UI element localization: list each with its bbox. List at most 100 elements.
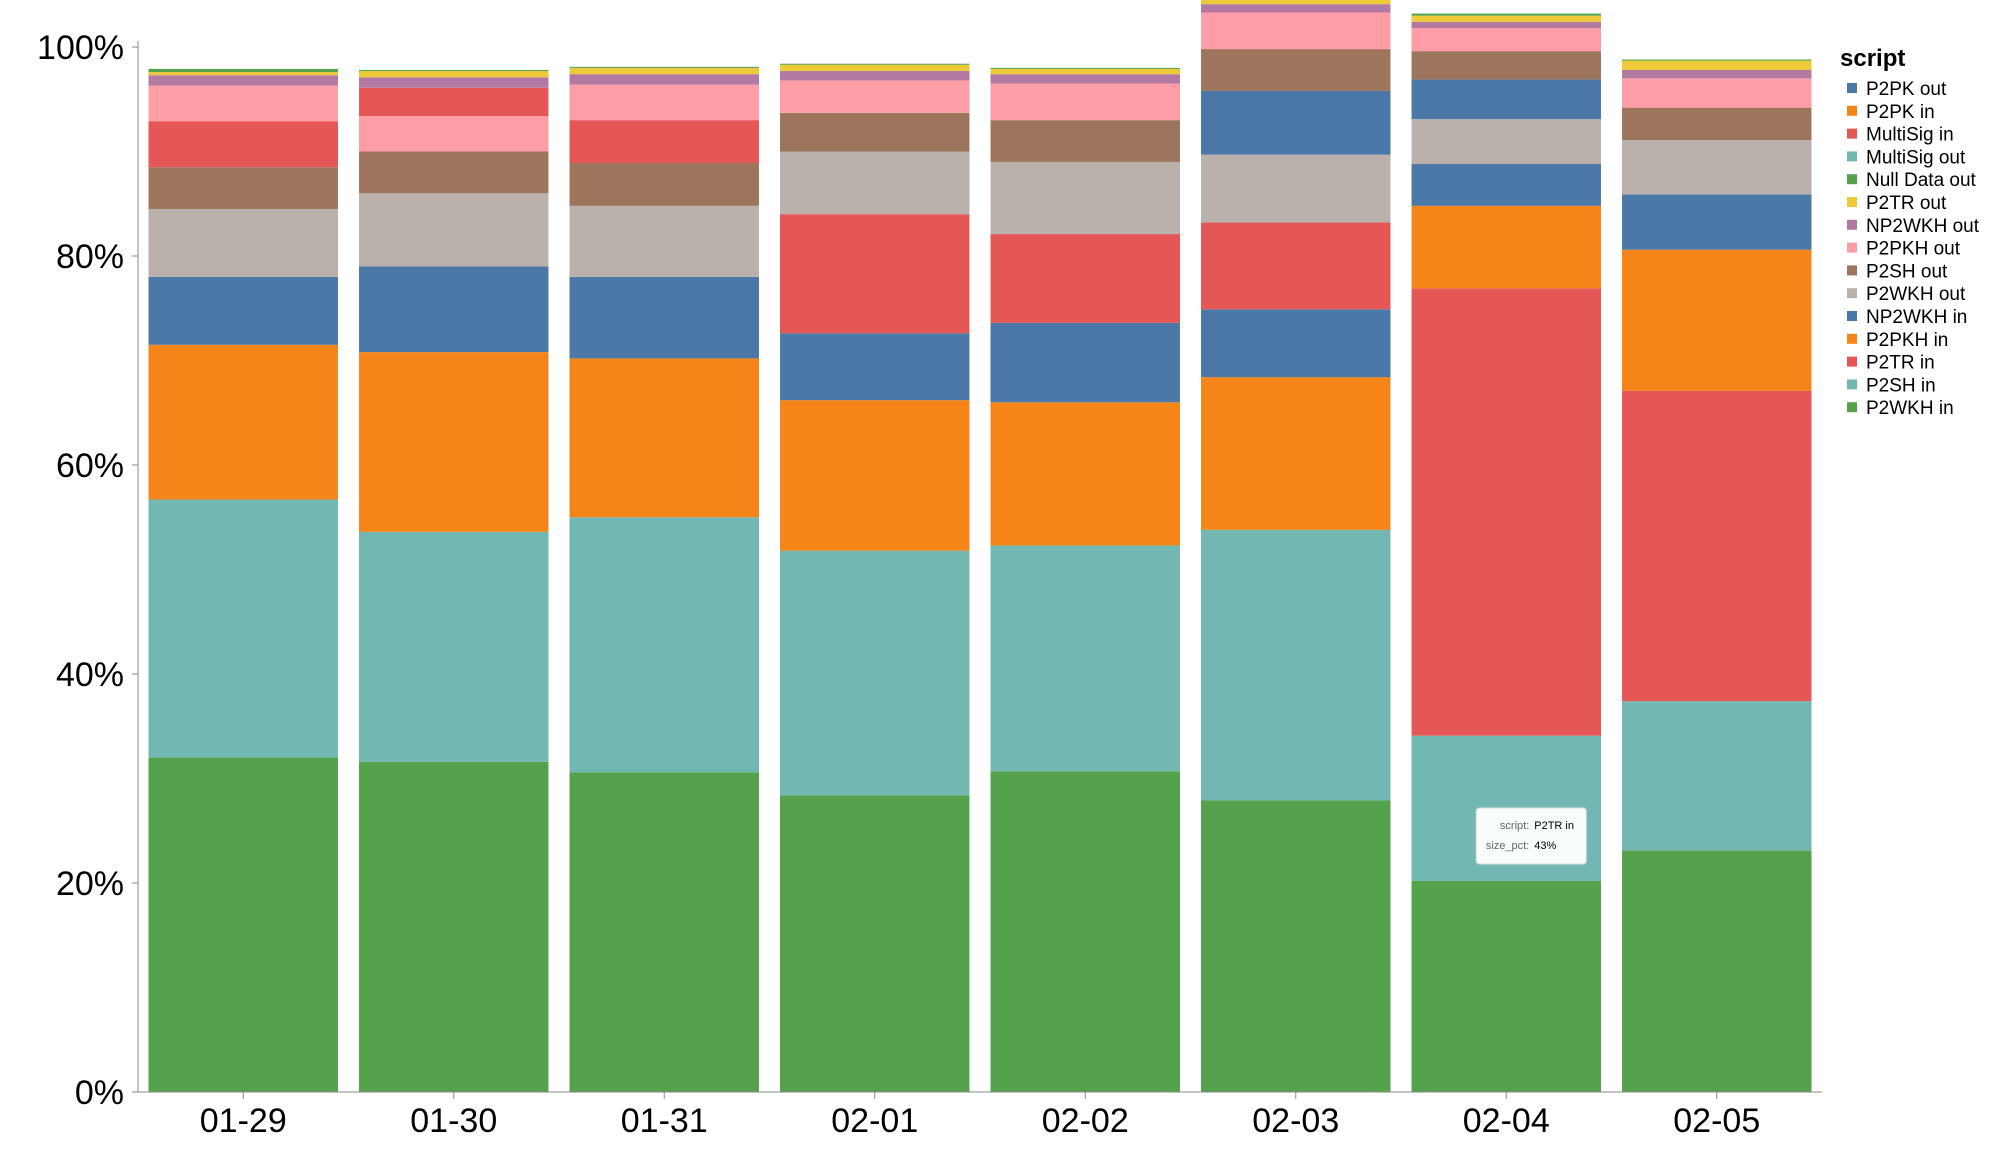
legend-label[interactable]: P2SH out: [1866, 261, 1948, 282]
bar-segment[interactable]: [780, 64, 970, 72]
bar-segment[interactable]: [1201, 0, 1391, 5]
legend-label[interactable]: P2SH in: [1866, 375, 1936, 396]
bar-segment[interactable]: [359, 761, 549, 1092]
bar-segment[interactable]: [569, 120, 759, 163]
bar-segment[interactable]: [780, 400, 970, 551]
bar-segment[interactable]: [990, 83, 1180, 121]
legend-label[interactable]: P2PKH in: [1866, 330, 1948, 351]
bar-segment[interactable]: [148, 85, 338, 122]
bar-segment[interactable]: [359, 115, 549, 152]
bar-segment[interactable]: [990, 545, 1180, 772]
bar-segment[interactable]: [359, 71, 549, 78]
bar-segment[interactable]: [569, 772, 759, 1092]
bar-segment[interactable]: [569, 66, 759, 68]
legend-label[interactable]: P2PK in: [1866, 102, 1935, 123]
bar-segment[interactable]: [1411, 28, 1601, 52]
bar-segment[interactable]: [780, 550, 970, 796]
bar-segment[interactable]: [990, 234, 1180, 323]
bar-segment[interactable]: [780, 80, 970, 113]
bar-segment[interactable]: [359, 77, 549, 88]
bar-segment[interactable]: [990, 120, 1180, 162]
legend-label[interactable]: MultiSig in: [1866, 125, 1954, 146]
bar-segment[interactable]: [148, 121, 338, 168]
bar-segment[interactable]: [1201, 309, 1391, 378]
bar-segment[interactable]: [569, 84, 759, 121]
bar-segment[interactable]: [1201, 4, 1391, 13]
bar-segment[interactable]: [780, 112, 970, 152]
bar-segment[interactable]: [1201, 377, 1391, 530]
bar-segment[interactable]: [148, 72, 338, 76]
bar-segment[interactable]: [569, 74, 759, 85]
bar-segment[interactable]: [1201, 90, 1391, 155]
bar-segment[interactable]: [148, 276, 338, 345]
bar-segment[interactable]: [780, 214, 970, 334]
bar-segment[interactable]: [1622, 60, 1812, 70]
legend-label[interactable]: P2PKH out: [1866, 239, 1961, 260]
bar-segment[interactable]: [1622, 107, 1812, 141]
bar-segment[interactable]: [1622, 390, 1812, 702]
bar-segment[interactable]: [1411, 164, 1601, 206]
bar-segment[interactable]: [990, 68, 1180, 75]
bar-segment[interactable]: [1411, 880, 1601, 1092]
bar-segment[interactable]: [1201, 49, 1391, 91]
bar-segment[interactable]: [990, 771, 1180, 1092]
bar-segment[interactable]: [1411, 79, 1601, 120]
bar-segment[interactable]: [569, 358, 759, 518]
bar-segment[interactable]: [780, 795, 970, 1092]
bar-segment[interactable]: [1411, 15, 1601, 22]
bar-segment[interactable]: [148, 68, 338, 73]
bar-segment[interactable]: [148, 344, 338, 500]
bar-segment[interactable]: [359, 352, 549, 532]
bar-segment[interactable]: [1201, 800, 1391, 1092]
bar-segment[interactable]: [148, 208, 338, 277]
bar-segment[interactable]: [780, 71, 970, 81]
bar-segment[interactable]: [1622, 69, 1812, 79]
legend-label[interactable]: P2WKH out: [1866, 284, 1966, 305]
bar-segment[interactable]: [1622, 59, 1812, 61]
bar-segment[interactable]: [1622, 140, 1812, 195]
bar-segment[interactable]: [359, 266, 549, 353]
bar-segment[interactable]: [1201, 154, 1391, 223]
bar-segment[interactable]: [1411, 205, 1601, 289]
bar-segment[interactable]: [1622, 850, 1812, 1092]
bar-segment[interactable]: [359, 151, 549, 194]
bar-segment[interactable]: [1411, 119, 1601, 165]
legend-label[interactable]: NP2WKH in: [1866, 307, 1967, 328]
bar-segment[interactable]: [1622, 701, 1812, 851]
bar-segment[interactable]: [780, 333, 970, 401]
bar-segment[interactable]: [990, 161, 1180, 235]
bar-segment[interactable]: [990, 67, 1180, 69]
bar-segment[interactable]: [148, 167, 338, 209]
bar-segment[interactable]: [780, 151, 970, 215]
bar-segment[interactable]: [569, 517, 759, 773]
bar-segment[interactable]: [569, 163, 759, 206]
bar-segment[interactable]: [1411, 288, 1601, 736]
bar-segment[interactable]: [990, 74, 1180, 84]
bar-segment[interactable]: [148, 75, 338, 86]
bar-segment[interactable]: [1411, 21, 1601, 29]
bar-segment[interactable]: [1201, 222, 1391, 310]
bar-segment[interactable]: [1622, 78, 1812, 108]
legend-label[interactable]: MultiSig out: [1866, 147, 1966, 168]
legend-label[interactable]: P2TR out: [1866, 193, 1947, 214]
bar-segment[interactable]: [1411, 13, 1601, 16]
legend-label[interactable]: Null Data out: [1866, 170, 1977, 191]
bar-segment[interactable]: [990, 322, 1180, 403]
bar-segment[interactable]: [569, 205, 759, 277]
bar-segment[interactable]: [359, 193, 549, 267]
legend-label[interactable]: NP2WKH out: [1866, 216, 1980, 237]
bar-segment[interactable]: [780, 63, 970, 65]
bar-segment[interactable]: [1201, 12, 1391, 50]
bar-segment[interactable]: [1622, 194, 1812, 250]
legend-label[interactable]: P2PK out: [1866, 79, 1947, 100]
bar-segment[interactable]: [148, 757, 338, 1092]
bar-segment[interactable]: [359, 531, 549, 762]
bar-segment[interactable]: [359, 87, 549, 116]
bar-segment[interactable]: [148, 499, 338, 758]
bar-segment[interactable]: [1411, 51, 1601, 80]
legend-label[interactable]: P2TR in: [1866, 353, 1935, 374]
bar-segment[interactable]: [569, 276, 759, 359]
bar-segment[interactable]: [1622, 249, 1812, 391]
bar-segment[interactable]: [359, 69, 549, 72]
bar-segment[interactable]: [569, 67, 759, 75]
